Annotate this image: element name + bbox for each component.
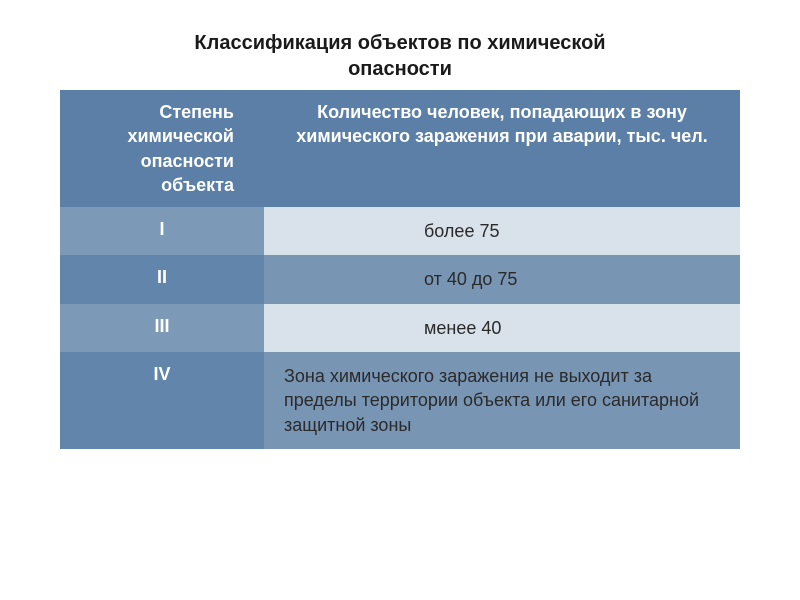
table-row: IIот 40 до 75 (60, 255, 740, 303)
cell-value: более 75 (264, 207, 740, 255)
header-col-population: Количество человек, попадающих в зону хи… (264, 90, 740, 207)
header-col-degree: Степень химической опасности объекта (60, 90, 264, 207)
table-header-row: Степень химической опасности объекта Кол… (60, 90, 740, 207)
hazard-classification-table: Степень химической опасности объекта Кол… (60, 90, 740, 449)
cell-value: Зона химического заражения не выходит за… (264, 352, 740, 449)
header-col2-line: Количество человек, (317, 102, 504, 122)
header-col1-line: химической (72, 124, 234, 148)
table-row: IIIменее 40 (60, 304, 740, 352)
header-col2-line: попадающих в зону (510, 102, 687, 122)
table-row: Iболее 75 (60, 207, 740, 255)
header-col1-line: опасности (72, 149, 234, 173)
header-col2-line: аварии, тыс. чел. (553, 126, 708, 146)
table-row: IVЗона химического заражения не выходит … (60, 352, 740, 449)
cell-value: менее 40 (264, 304, 740, 352)
header-col1-line: объекта (72, 173, 234, 197)
header-col1-line: Степень (72, 100, 234, 124)
cell-value: от 40 до 75 (264, 255, 740, 303)
cell-degree: II (60, 255, 264, 303)
cell-degree: III (60, 304, 264, 352)
cell-degree: I (60, 207, 264, 255)
page-title: Классификация объектов по химическойопас… (60, 30, 740, 82)
header-col2-line: химического заражения при (296, 126, 547, 146)
cell-degree: IV (60, 352, 264, 449)
